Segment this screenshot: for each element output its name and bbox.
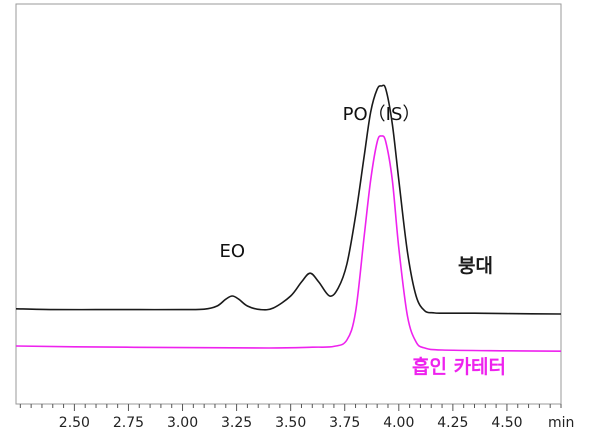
x-axis-ticks: [19, 404, 562, 411]
series-label-bandage: 붕대: [458, 255, 493, 277]
x-tick-label: 4.50: [491, 415, 522, 431]
x-tick-label: 3.00: [167, 415, 198, 431]
x-tick-label: 3.75: [329, 415, 360, 431]
x-axis-unit-label: min: [548, 415, 574, 431]
x-tick-label: 2.50: [59, 415, 90, 431]
series-line-0: [15, 84, 562, 315]
traces: [15, 84, 562, 352]
annotation-eo: EO: [219, 241, 245, 262]
annotation-po-is: PO（IS）: [343, 104, 421, 125]
x-tick-label: 2.75: [113, 415, 144, 431]
x-tick-label: 4.00: [383, 415, 414, 431]
plot-frame: [15, 3, 562, 405]
x-tick-label: 3.25: [221, 415, 252, 431]
x-tick-label: 3.50: [275, 415, 306, 431]
series-label-suction-catheter: 흡인 카테터: [412, 355, 506, 378]
x-tick-label: 4.25: [437, 415, 468, 431]
series-line-1: [15, 135, 562, 352]
x-axis-tick-labels: 2.50 2.75 3.00 3.25 3.50 3.75 4.00 4.25 4.50: [59, 415, 523, 431]
